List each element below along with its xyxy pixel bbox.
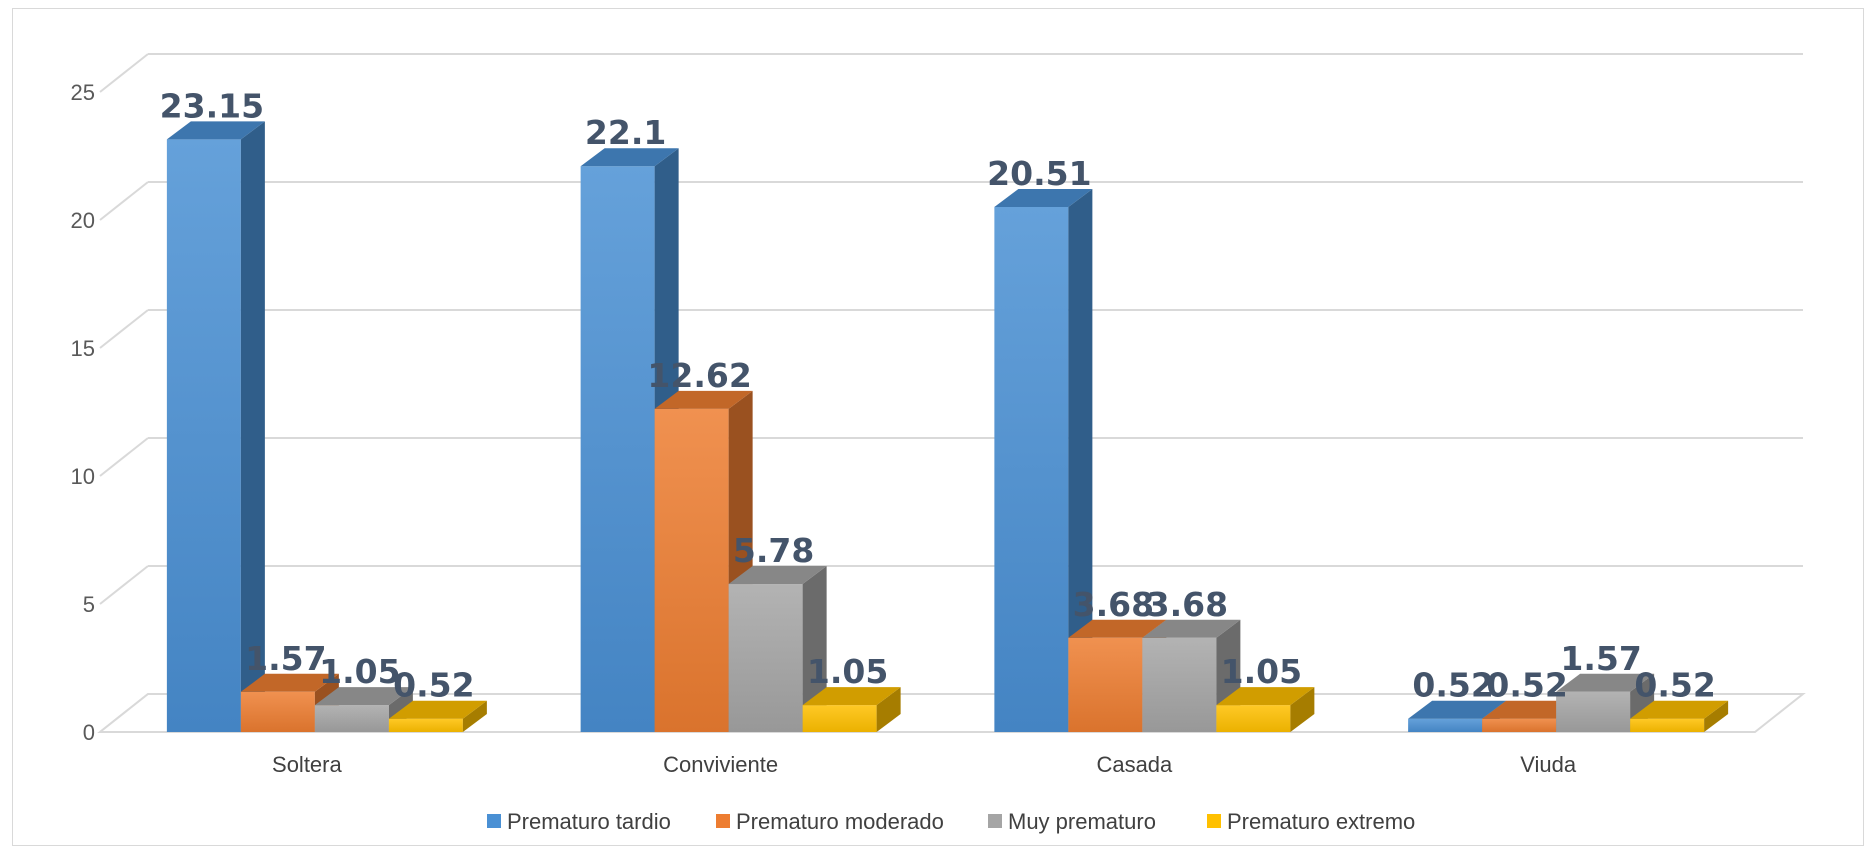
side-wall-line [99, 565, 149, 605]
bar-side [876, 687, 901, 732]
legend-item-prematuro-moderado: Prematuro moderado [716, 809, 944, 834]
legend-layer: Prematuro tardio Prematuro moderado Muy pr… [487, 809, 1415, 834]
bar-top [1068, 619, 1167, 638]
data-label: 3.68 [1073, 585, 1154, 624]
data-label: 1.57 [1560, 639, 1641, 678]
bar-casada-prematuro-tardio [994, 188, 1093, 733]
bar-top [314, 687, 413, 706]
y-tick-label: 15 [71, 336, 95, 361]
bar-soltera-prematuro-tardio [166, 121, 265, 733]
data-label: 0.52 [393, 666, 474, 705]
bar-side [462, 700, 487, 732]
bar-conviviente-prematuro-extremo [802, 687, 901, 732]
data-label: 1.05 [807, 652, 888, 691]
bar-top [166, 121, 265, 140]
side-wall-line [99, 309, 149, 349]
bar-front [240, 691, 315, 732]
bar-front [166, 139, 241, 733]
grid-layer [97, 53, 1806, 733]
bar-top [1408, 700, 1507, 719]
y-tick-label: 20 [71, 208, 95, 233]
bar-front [1556, 691, 1631, 732]
bar-top [1482, 700, 1581, 719]
bar-top [728, 566, 827, 585]
bar-side [1290, 687, 1315, 732]
y-tick-label: 0 [83, 720, 95, 745]
side-wall-line [99, 181, 149, 221]
category-label: Conviviente [663, 752, 778, 777]
bar-top [994, 188, 1093, 207]
legend-swatch [988, 814, 1002, 828]
legend-swatch [716, 814, 730, 828]
side-wall-line [99, 53, 149, 93]
bar-side [1068, 188, 1093, 733]
bar-top [240, 673, 339, 692]
data-label: 20.51 [987, 154, 1091, 193]
legend-label: Prematuro extremo [1227, 809, 1415, 834]
bar-side [1704, 700, 1729, 732]
bar-front [1068, 637, 1143, 732]
data-label: 0.52 [1634, 666, 1715, 705]
data-label: 0.52 [1486, 666, 1567, 705]
bar-viuda-muy-prematuro [1556, 673, 1655, 732]
bar-casada-prematuro-extremo [1216, 687, 1315, 732]
data-label: 1.05 [319, 652, 400, 691]
bar-side [240, 121, 265, 733]
data-label: 1.05 [1221, 652, 1302, 691]
bar-side [802, 566, 827, 732]
bar-front [728, 584, 803, 732]
data-label: 22.1 [585, 113, 666, 152]
data-label: 23.15 [160, 86, 264, 125]
y-tick-label: 5 [83, 592, 95, 617]
side-wall-line [99, 437, 149, 477]
category-label: Soltera [272, 752, 342, 777]
data-label: 0.52 [1412, 666, 1493, 705]
bar-front [1216, 705, 1291, 732]
y-tick-label: 25 [71, 80, 95, 105]
bar-top [580, 148, 679, 167]
legend-swatch [487, 814, 501, 828]
bar-conviviente-muy-prematuro [728, 566, 827, 732]
legend-swatch [1207, 814, 1221, 828]
bar-soltera-prematuro-extremo [388, 700, 487, 732]
legend-label: Prematuro moderado [736, 809, 944, 834]
bar-front [580, 166, 655, 733]
legend-item-prematuro-extremo: Prematuro extremo [1207, 809, 1415, 834]
bar-front [1408, 718, 1483, 732]
axis-layer: 0 5 10 15 20 25 Soltera Conviviente Casada Viuda [71, 80, 1577, 777]
bar-top [1630, 700, 1729, 719]
legend-item-muy-prematuro: Muy prematuro [988, 809, 1156, 834]
category-label: Viuda [1520, 752, 1577, 777]
bar-front [802, 705, 877, 732]
y-tick-label: 10 [71, 464, 95, 489]
bar-front [1142, 637, 1217, 732]
bar-front [388, 718, 463, 732]
bar-soltera-prematuro-moderado [240, 673, 339, 732]
bar-top [1142, 619, 1241, 638]
bar-front [654, 408, 729, 732]
bar-front [1630, 718, 1705, 732]
legend-item-prematuro-tardio: Prematuro tardio [487, 809, 671, 834]
label-layer: 23.151.571.050.5222.112.625.781.0520.513… [160, 86, 1716, 704]
data-label: 1.57 [245, 639, 326, 678]
bar-viuda-prematuro-extremo [1630, 700, 1729, 732]
bar-top [1556, 673, 1655, 692]
legend-label: Muy prematuro [1008, 809, 1156, 834]
bar-front [1482, 718, 1557, 732]
data-label: 5.78 [733, 531, 814, 570]
bar-top [388, 700, 487, 719]
bar-top [654, 390, 753, 409]
data-label: 12.62 [647, 356, 751, 395]
bar-conviviente-prematuro-moderado [654, 390, 753, 732]
bar-front [994, 206, 1069, 733]
category-label: Casada [1096, 752, 1173, 777]
bar-top [802, 687, 901, 706]
bar-top [1216, 687, 1315, 706]
bar-layer [166, 121, 1729, 733]
legend-label: Prematuro tardio [507, 809, 671, 834]
bar-front [314, 705, 389, 732]
data-label: 3.68 [1147, 585, 1228, 624]
